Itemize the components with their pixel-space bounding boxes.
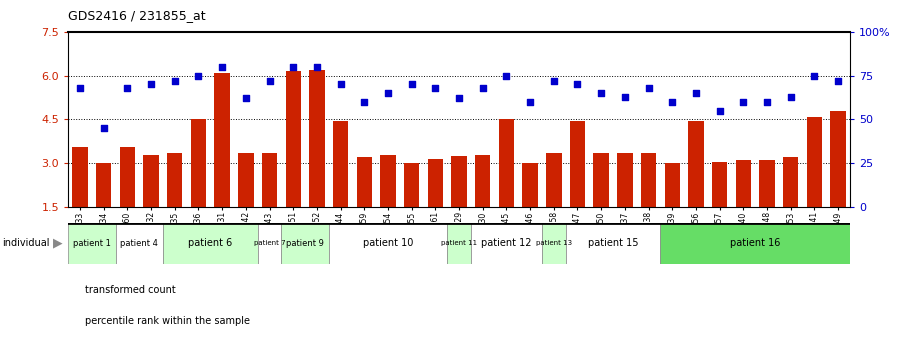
Bar	[712, 162, 727, 207]
Text: patient 7: patient 7	[254, 240, 285, 246]
Point	[736, 99, 751, 105]
Point	[689, 90, 704, 96]
Text: patient 12: patient 12	[481, 238, 532, 249]
Point	[310, 64, 325, 70]
Bar	[356, 158, 372, 207]
FancyBboxPatch shape	[471, 223, 542, 264]
Point	[191, 73, 205, 79]
Bar	[238, 153, 254, 207]
Bar	[735, 160, 751, 207]
Text: patient 13: patient 13	[535, 240, 572, 246]
Text: patient 10: patient 10	[363, 238, 414, 249]
Text: percentile rank within the sample: percentile rank within the sample	[85, 316, 251, 326]
FancyBboxPatch shape	[329, 223, 447, 264]
Bar	[831, 111, 845, 207]
Bar	[594, 153, 609, 207]
Text: patient 16: patient 16	[730, 238, 780, 249]
FancyBboxPatch shape	[115, 223, 163, 264]
Bar	[167, 153, 183, 207]
Text: patient 15: patient 15	[588, 238, 638, 249]
FancyBboxPatch shape	[282, 223, 329, 264]
Bar	[452, 156, 466, 207]
Point	[641, 85, 655, 91]
Text: GDS2416 / 231855_at: GDS2416 / 231855_at	[68, 9, 205, 22]
Point	[286, 64, 301, 70]
Point	[357, 99, 372, 105]
Point	[665, 99, 680, 105]
Text: patient 4: patient 4	[120, 239, 158, 248]
Bar	[120, 147, 135, 207]
Bar	[570, 121, 585, 207]
Point	[617, 94, 632, 99]
Point	[784, 94, 798, 99]
Bar	[427, 159, 443, 207]
Bar	[546, 153, 562, 207]
Point	[73, 85, 87, 91]
Bar	[215, 73, 230, 207]
Text: patient 6: patient 6	[188, 238, 233, 249]
Bar	[285, 71, 301, 207]
Point	[713, 108, 727, 114]
Bar	[641, 153, 656, 207]
Point	[334, 82, 348, 87]
Point	[144, 82, 158, 87]
Point	[760, 99, 774, 105]
Point	[405, 82, 419, 87]
FancyBboxPatch shape	[68, 223, 115, 264]
Bar	[404, 163, 419, 207]
Bar	[262, 153, 277, 207]
Bar	[664, 163, 680, 207]
Bar	[73, 147, 87, 207]
Point	[215, 64, 229, 70]
FancyBboxPatch shape	[661, 223, 850, 264]
FancyBboxPatch shape	[447, 223, 471, 264]
FancyBboxPatch shape	[163, 223, 257, 264]
Bar	[333, 121, 348, 207]
Point	[263, 78, 277, 84]
Point	[238, 96, 253, 101]
Bar	[96, 163, 112, 207]
Point	[570, 82, 584, 87]
Text: patient 9: patient 9	[286, 239, 324, 248]
Point	[499, 73, 514, 79]
Point	[381, 90, 395, 96]
Bar	[523, 163, 538, 207]
Bar	[191, 120, 206, 207]
Bar	[783, 158, 798, 207]
Point	[452, 96, 466, 101]
Point	[475, 85, 490, 91]
Point	[96, 125, 111, 131]
Bar	[688, 121, 704, 207]
Text: ▶: ▶	[53, 237, 63, 250]
Text: individual: individual	[2, 238, 49, 249]
Point	[594, 90, 608, 96]
Point	[807, 73, 822, 79]
Point	[523, 99, 537, 105]
Bar	[617, 153, 633, 207]
Bar	[499, 120, 514, 207]
Bar	[759, 160, 774, 207]
Point	[428, 85, 443, 91]
Bar	[806, 116, 822, 207]
Point	[167, 78, 182, 84]
Text: patient 1: patient 1	[73, 239, 111, 248]
FancyBboxPatch shape	[257, 223, 282, 264]
Point	[120, 85, 135, 91]
FancyBboxPatch shape	[542, 223, 565, 264]
Point	[831, 78, 845, 84]
Bar	[380, 154, 395, 207]
FancyBboxPatch shape	[565, 223, 661, 264]
Bar	[144, 154, 159, 207]
Bar	[309, 70, 325, 207]
Text: patient 11: patient 11	[441, 240, 477, 246]
Text: transformed count: transformed count	[85, 285, 176, 295]
Bar	[475, 154, 491, 207]
Point	[546, 78, 561, 84]
